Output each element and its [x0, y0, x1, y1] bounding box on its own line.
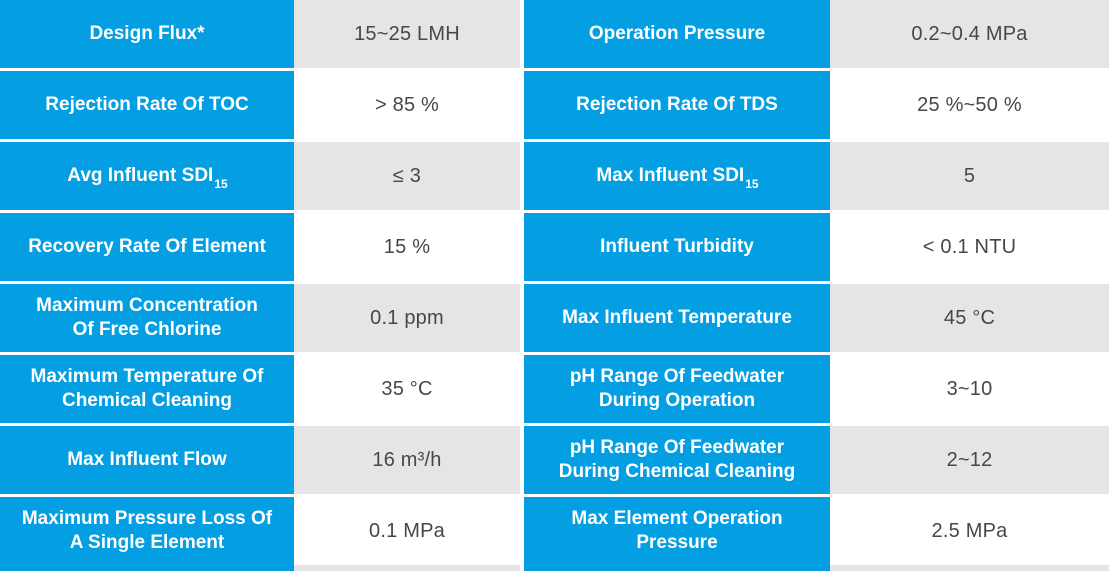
spec-label-cell: Maximum Concentration Of Free Chlorine: [0, 284, 294, 352]
spec-value-cell: 45 °C: [830, 284, 1109, 352]
spec-value-cell: 0.1 ppm: [294, 284, 520, 352]
spec-label: Rejection Rate Of TDS: [576, 94, 778, 115]
spec-label-cell: Influent Turbidity: [520, 213, 830, 281]
table-row: Maximum Temperature Of Chemical Cleaning…: [0, 355, 1109, 423]
spec-value-cell: 16 m³/h: [294, 426, 520, 494]
subscript-15: 15: [745, 176, 759, 191]
table-row: Maximum Concentration Of Free Chlorine 0…: [0, 284, 1109, 352]
spec-value-cell: 35 °C: [294, 355, 520, 423]
spec-value-cell: 0.1 MPa: [294, 497, 520, 565]
spec-label: pH Range Of Feedwater During Chemical Cl…: [558, 437, 796, 482]
cropped-next-row: [0, 565, 1109, 571]
spec-label-cell: Design Flux*: [0, 0, 294, 68]
spec-label-cell: pH Range Of Feedwater During Operation: [520, 355, 830, 423]
table-row: Max Influent Flow 16 m³/h pH Range Of Fe…: [0, 426, 1109, 494]
subscript-15: 15: [214, 176, 228, 191]
spec-value-cell: 15~25 LMH: [294, 0, 520, 68]
spec-label: pH Range Of Feedwater During Operation: [569, 366, 785, 411]
spec-label-cell: Operation Pressure: [520, 0, 830, 68]
spec-label-cell: [520, 565, 830, 571]
spec-value-cell: 2.5 MPa: [830, 497, 1109, 565]
spec-value-cell: 2~12: [830, 426, 1109, 494]
spec-label: Recovery Rate Of Element: [28, 236, 266, 257]
spec-value-cell: 3~10: [830, 355, 1109, 423]
spec-value-cell: 5: [830, 142, 1109, 210]
table-row: Recovery Rate Of Element 15 % Influent T…: [0, 213, 1109, 281]
spec-value-cell: [294, 565, 520, 571]
spec-label: Max Influent Temperature: [562, 307, 792, 328]
spec-label: Maximum Temperature Of Chemical Cleaning: [30, 366, 264, 411]
spec-label: Operation Pressure: [588, 23, 766, 44]
spec-label-cell: Max Influent Temperature: [520, 284, 830, 352]
spec-label: Design Flux*: [89, 23, 205, 44]
spec-label-cell: [0, 565, 294, 571]
spec-label-cell: Max Influent Flow: [0, 426, 294, 494]
spec-label: Influent Turbidity: [600, 236, 754, 257]
table-row: Avg Influent SDI15 ≤ 3 Max Influent SDI1…: [0, 142, 1109, 210]
spec-value-cell: [830, 565, 1109, 571]
table-row: Rejection Rate Of TOC > 85 % Rejection R…: [0, 71, 1109, 139]
spec-value-cell: 0.2~0.4 MPa: [830, 0, 1109, 68]
spec-label: Maximum Concentration Of Free Chlorine: [36, 295, 258, 340]
spec-label-cell: Recovery Rate Of Element: [0, 213, 294, 281]
spec-label-cell: Max Influent SDI15: [520, 142, 830, 210]
spec-label-cell: Max Element Operation Pressure: [520, 497, 830, 565]
spec-label: Avg Influent SDI15: [67, 165, 228, 191]
spec-label: Max Influent SDI15: [596, 165, 759, 191]
table-row: Maximum Pressure Loss Of A Single Elemen…: [0, 497, 1109, 565]
spec-label: Maximum Pressure Loss Of A Single Elemen…: [21, 508, 273, 553]
spec-value-cell: ≤ 3: [294, 142, 520, 210]
table-row: Design Flux* 15~25 LMH Operation Pressur…: [0, 0, 1109, 68]
spec-label-cell: Rejection Rate Of TDS: [520, 71, 830, 139]
spec-label-cell: Maximum Pressure Loss Of A Single Elemen…: [0, 497, 294, 565]
spec-label-cell: Avg Influent SDI15: [0, 142, 294, 210]
spec-value-cell: 25 %~50 %: [830, 71, 1109, 139]
spec-label-cell: Maximum Temperature Of Chemical Cleaning: [0, 355, 294, 423]
spec-label: Max Influent Flow: [67, 449, 227, 470]
spec-label: Max Element Operation Pressure: [571, 508, 783, 553]
spec-label-cell: Rejection Rate Of TOC: [0, 71, 294, 139]
spec-label-cell: pH Range Of Feedwater During Chemical Cl…: [520, 426, 830, 494]
spec-value-cell: > 85 %: [294, 71, 520, 139]
spec-label: Rejection Rate Of TOC: [45, 94, 249, 115]
spec-value-cell: 15 %: [294, 213, 520, 281]
spec-value-cell: < 0.1 NTU: [830, 213, 1109, 281]
